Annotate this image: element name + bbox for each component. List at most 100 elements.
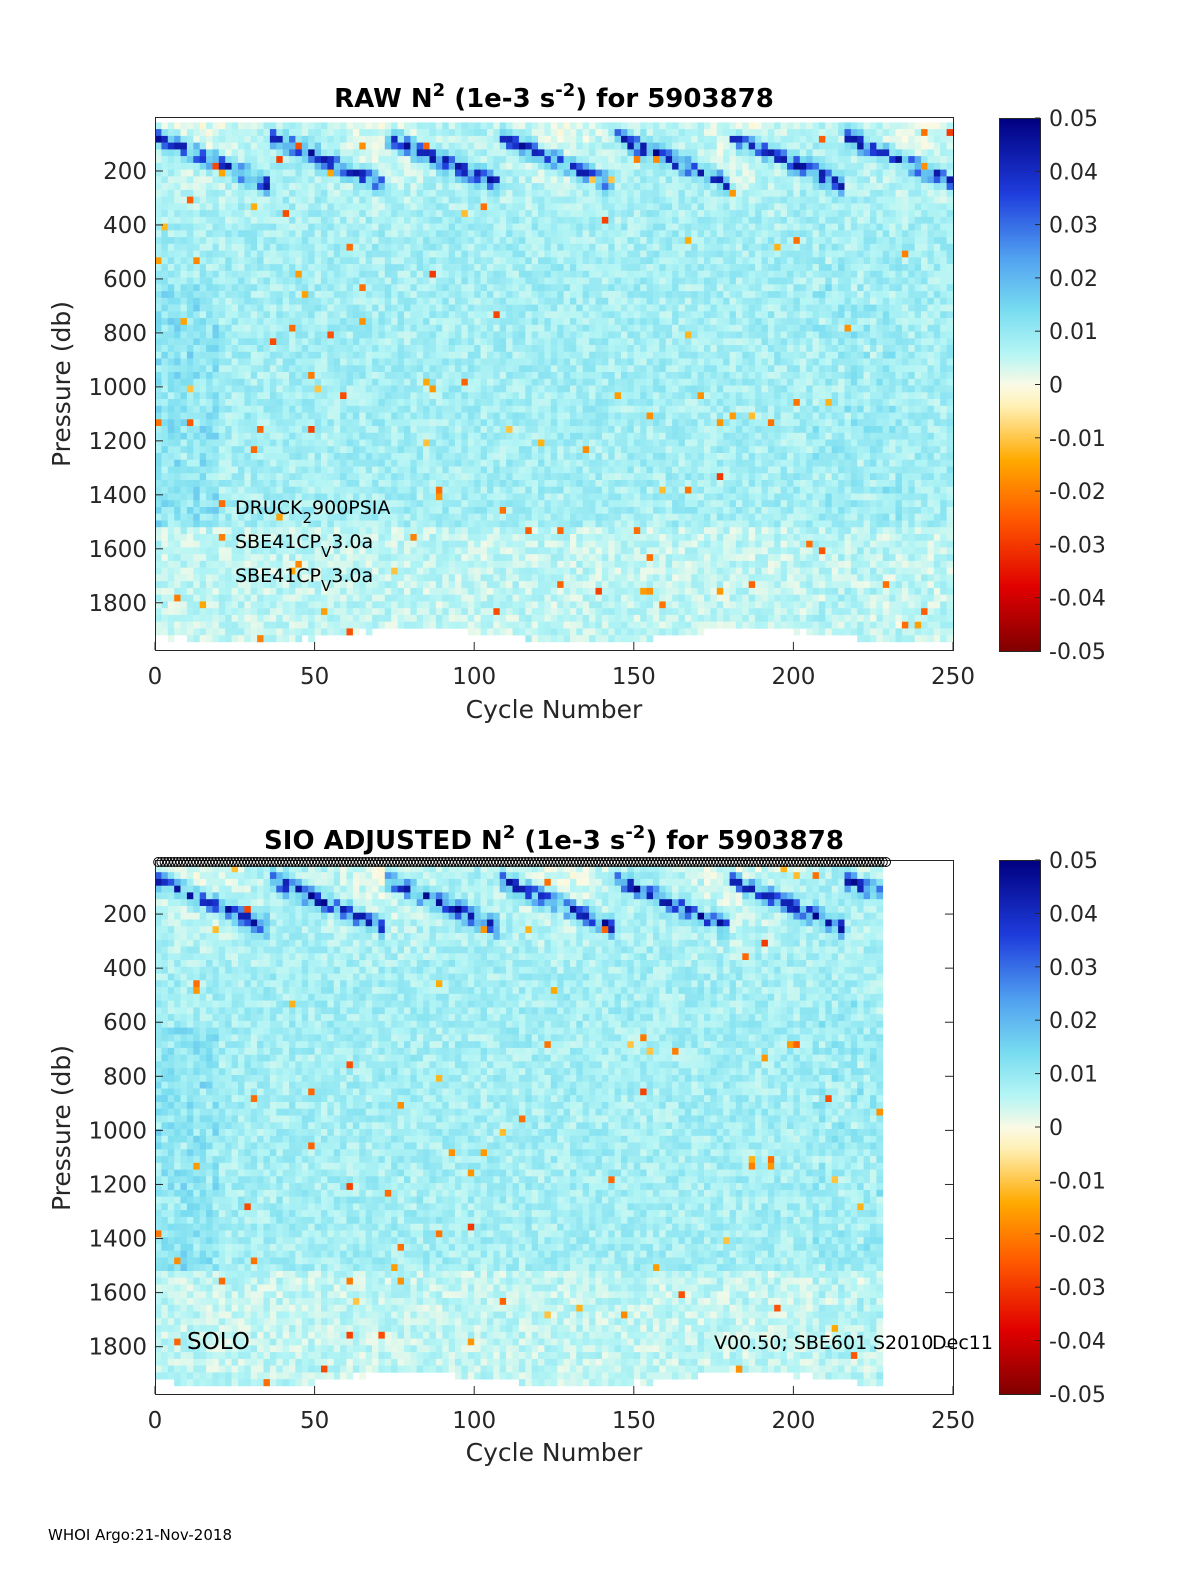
heatmap-cell [423,601,430,609]
heatmap-cell [467,399,475,406]
heatmap-cell [352,405,360,413]
heatmap-cell [538,345,545,352]
heatmap-cell [442,243,449,251]
heatmap-cell [448,534,456,541]
heatmap-cell [538,358,545,366]
heatmap-cell [161,621,169,629]
heatmap-cell [518,527,526,535]
heatmap-cell [461,196,469,204]
heatmap-cell [327,378,335,386]
heatmap-cell [161,540,169,548]
heatmap-cell [161,351,169,359]
heatmap-cell [263,446,271,454]
heatmap-cell [340,540,347,548]
heatmap-cell [161,183,169,191]
heatmap-cell [340,628,347,636]
heatmap-cell [563,196,571,204]
heatmap-cell [193,176,200,184]
heatmap-cell [346,250,354,258]
heatmap-cell [206,270,213,278]
heatmap-cell [206,399,213,406]
heatmap-cell [563,257,571,265]
heatmap-cell [493,318,501,326]
heatmap-cell [193,331,200,339]
heatmap-cell [269,318,277,326]
heatmap-cell [174,614,181,622]
heatmap-cell [218,257,226,265]
heatmap-cell [391,358,398,366]
heatmap-cell [289,203,296,211]
heatmap-cell [301,466,309,474]
heatmap-cell [301,540,309,548]
heatmap-cell [493,419,501,427]
heatmap-cell [282,399,290,406]
heatmap-cell [538,291,545,299]
heatmap-cell [199,480,207,487]
heatmap-cell [563,284,571,292]
heatmap-cell [301,493,309,501]
heatmap-cell [404,608,411,616]
heatmap-cell [416,466,424,474]
heatmap-cell [448,277,456,285]
heatmap-cell [321,122,328,130]
heatmap-cell [295,230,303,238]
heatmap-cell [391,581,398,589]
heatmap-cell [333,311,341,319]
heatmap-cell [231,311,239,319]
heatmap-cell [397,216,405,224]
heatmap-cell [557,162,564,170]
heatmap-cell [416,378,424,386]
heatmap-cell [512,621,520,629]
heatmap-cell [314,500,322,508]
heatmap-cell [429,392,437,400]
heatmap-cell [410,547,418,555]
heatmap-cell [461,331,469,339]
heatmap-cell [493,560,501,568]
heatmap-cell [557,446,564,454]
heatmap-cell [544,149,552,157]
heatmap-cell [186,621,194,629]
heatmap-cell [218,614,226,622]
heatmap-cell [269,250,277,258]
heatmap-cell [238,608,245,616]
heatmap-cell [499,486,507,494]
heatmap-cell [225,412,232,420]
heatmap-cell [455,473,462,481]
heatmap-cell [231,385,239,393]
heatmap-cell [263,243,271,251]
heatmap-cell [193,230,200,238]
heatmap-cell [321,311,328,319]
heatmap-cell [538,156,545,164]
heatmap-cell [378,385,386,393]
heatmap-cell [295,594,303,602]
heatmap-cell [429,216,437,224]
heatmap-cell [538,419,545,427]
heatmap-cell [352,142,360,150]
heatmap-cell [289,432,296,440]
heatmap-cell [467,473,475,481]
heatmap-cell [289,372,296,379]
heatmap-cell [487,291,494,299]
heatmap-cell [410,399,418,406]
heatmap-cell [269,223,277,231]
heatmap-cell [461,439,469,447]
heatmap-cell [487,311,494,319]
heatmap-cell [269,419,277,427]
heatmap-cell [423,540,430,548]
heatmap-cell [161,223,169,231]
heatmap-cell [186,243,194,251]
heatmap-cell [538,277,545,285]
heatmap-cell [493,614,501,622]
heatmap-cell [518,264,526,272]
heatmap-cell [244,243,252,251]
heatmap-cell [525,372,532,379]
heatmap-cell [263,230,271,238]
heatmap-cell [570,277,577,285]
heatmap-cell [161,311,169,319]
heatmap-cell [295,149,303,157]
heatmap-cell [327,230,335,238]
heatmap-cell [238,149,245,157]
heatmap-cell [218,540,226,548]
heatmap-cell [480,493,488,501]
heatmap-cell [487,392,494,400]
